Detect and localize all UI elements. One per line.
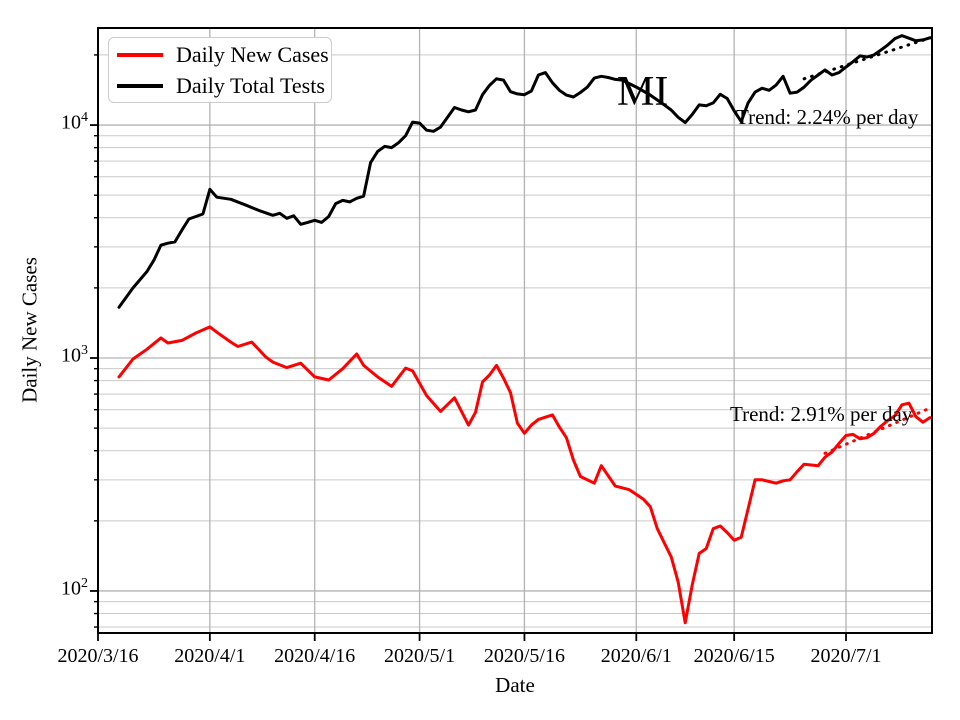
x-tick-label: 2020/7/1 [810, 645, 882, 667]
plot-border [97, 27, 933, 634]
x-tick-label: 2020/6/1 [600, 645, 672, 667]
x-tick-label: 2020/6/15 [693, 645, 775, 667]
series-daily-total-tests [117, 34, 932, 309]
series-daily-new-cases [117, 325, 932, 625]
cases-trend-annotation: Trend: 2.91% per day [730, 402, 913, 426]
legend-item-daily-new-cases: Daily New Cases [117, 43, 331, 67]
x-tick-label: 2020/4/16 [274, 645, 356, 667]
y-axis-title: Daily New Cases [17, 257, 42, 403]
grid-major [97, 28, 932, 633]
region-title: MI [617, 69, 669, 115]
legend-line-black [117, 83, 163, 88]
series-daily-total-tests-trend [802, 35, 934, 81]
y-tick-label: 104 [61, 110, 88, 134]
x-tick-label: 2020/3/16 [57, 645, 139, 667]
axis-ticks [90, 124, 847, 641]
y-tick-label: 103 [61, 343, 88, 367]
x-tick-label: 2020/5/16 [483, 645, 565, 667]
x-axis-title: Date [495, 673, 535, 697]
legend-label: Daily New Cases [176, 41, 329, 67]
legend-line-red [117, 52, 163, 57]
grid-minor [94, 54, 932, 628]
tests-trend-annotation: Trend: 2.24% per day [736, 105, 919, 129]
y-tick-label: 102 [61, 575, 88, 600]
legend: Daily New Cases Daily Total Tests [108, 37, 332, 103]
legend-label: Daily Total Tests [176, 72, 325, 98]
legend-item-daily-total-tests: Daily Total Tests [117, 74, 331, 98]
x-tick-label: 2020/5/1 [384, 645, 456, 667]
x-tick-label: 2020/4/1 [174, 645, 246, 667]
